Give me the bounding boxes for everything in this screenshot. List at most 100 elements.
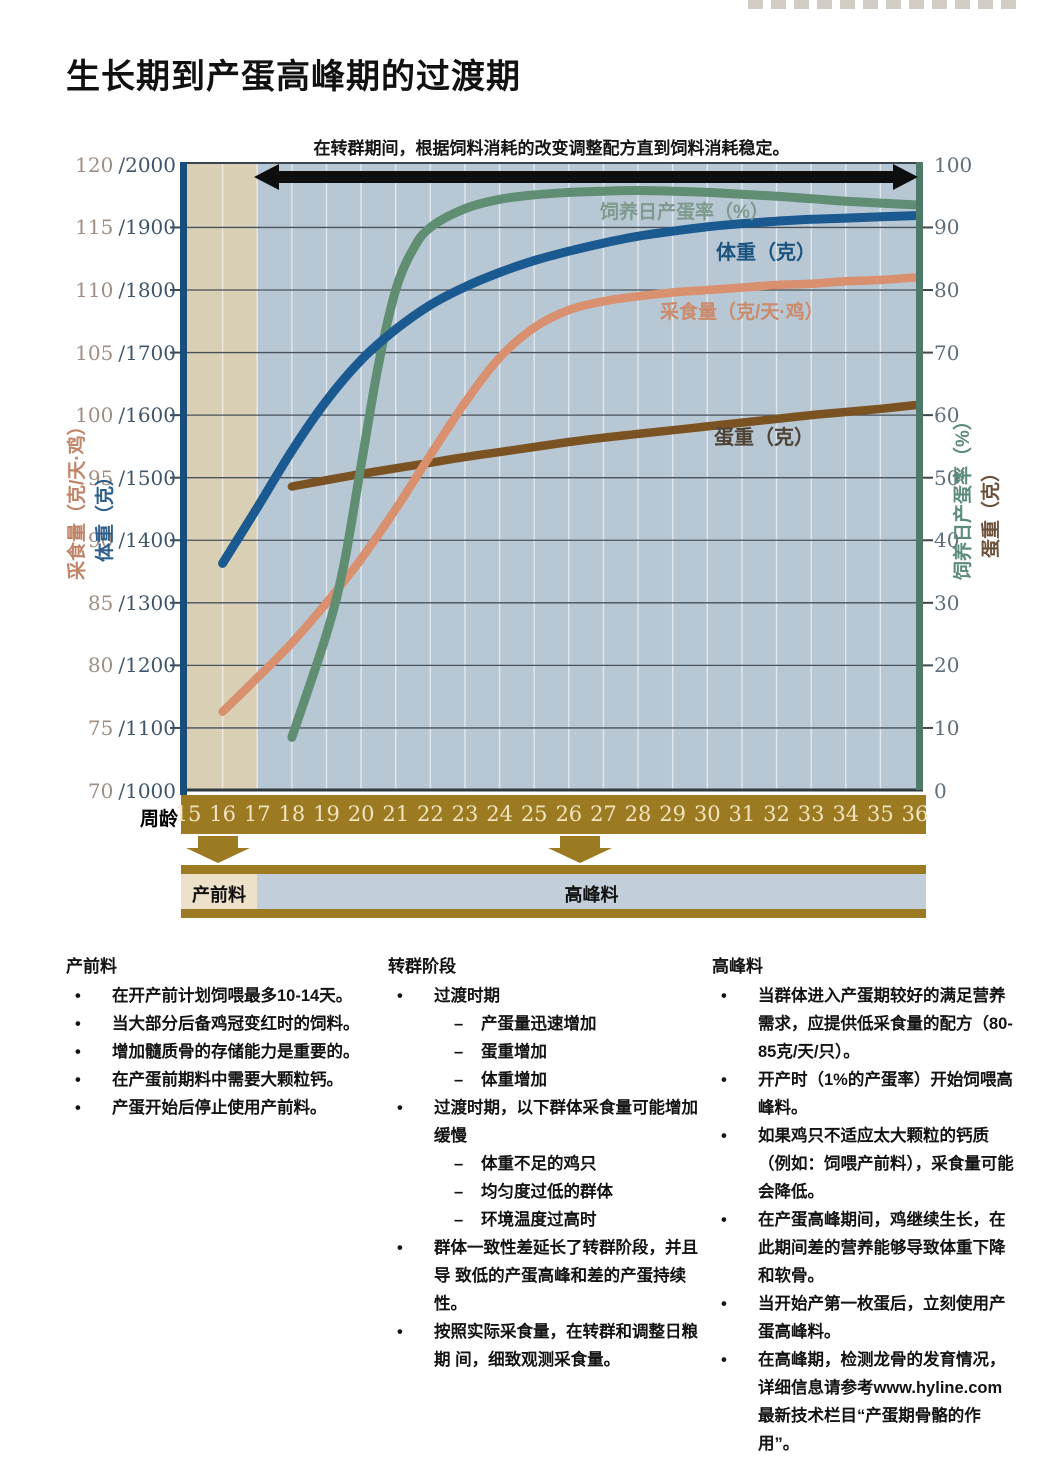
sub-bullet-marker: – (454, 1015, 464, 1033)
bullet-text: 在产蛋高峰期间，鸡继续生长，在 此期间差的营养能够导致体重下降和软骨。 (758, 1211, 1006, 1285)
peak-arrow-icon (560, 836, 600, 848)
bullet-item: • 当开始产第一枚蛋后，立刻使用产蛋高峰料。 (712, 1290, 1016, 1346)
week-number: 36 (901, 802, 929, 826)
right-tick-label: 40 (934, 528, 960, 553)
week-number: 34 (832, 802, 860, 826)
bullet-item: • 过渡时期 (388, 982, 706, 1010)
sub-bullet-marker: – (454, 1183, 464, 1201)
right-axis-label-production: 饲养日产蛋率（%） (953, 411, 974, 580)
bullet-marker: • (75, 1043, 81, 1061)
cropped-header-text (748, 0, 1016, 9)
sub-bullet-item: – 体重不足的鸡只 (388, 1150, 706, 1178)
bullet-text: 在高峰期，检测龙骨的发育情况，详细信息请参考www.hyline.com最新技术… (758, 1351, 1006, 1453)
week-number: 29 (659, 802, 687, 826)
sub-bullet-marker: – (454, 1071, 464, 1089)
bullet-item: • 在产蛋高峰期间，鸡继续生长，在 此期间差的营养能够导致体重下降和软骨。 (712, 1206, 1016, 1290)
week-number: 16 (209, 802, 236, 826)
bullet-marker: • (397, 1323, 403, 1341)
week-number: 17 (243, 802, 271, 826)
arrowhead-right-icon (893, 164, 918, 190)
sub-bullet-text: 蛋重增加 (481, 1043, 547, 1061)
bullet-marker: • (721, 1351, 727, 1369)
week-number: 22 (416, 802, 444, 826)
right-tick-label: 0 (934, 778, 947, 803)
bullet-item: • 在开产前计划饲喂最多10-14天。 (66, 982, 368, 1010)
sub-bullet-marker: – (454, 1155, 464, 1173)
bullet-item: • 如果鸡只不适应太大颗粒的钙质（例如：饲喂产前料），采食量可能会降低。 (712, 1122, 1016, 1206)
sub-bullet-item: – 环境温度过高时 (388, 1206, 706, 1234)
right-tick-label: 60 (934, 403, 960, 428)
week-number: 26 (555, 802, 583, 826)
sub-bullet-marker: – (454, 1043, 464, 1061)
feed-bar-top-border (181, 865, 926, 874)
left-axis-label-body-weight: 体重（克） (95, 466, 116, 562)
week-number: 27 (590, 802, 617, 826)
curve-label-egg-weight: 蛋重（克） (714, 427, 814, 449)
bullet-marker: • (75, 987, 81, 1005)
bullet-marker: • (721, 987, 727, 1005)
bullet-marker: • (75, 1015, 81, 1033)
bullet-item: • 当大部分后备鸡冠变红时的饲料。 (66, 1010, 368, 1038)
week-number: 33 (797, 802, 825, 826)
bullet-text: 过渡时期，以下群体采食量可能增加 缓慢 (434, 1099, 698, 1145)
notes-column-prelay: 产前料 • 在开产前计划饲喂最多10-14天。 • 当大部分后备鸡冠变红时的饲料。 • 增加… (66, 952, 368, 1122)
sub-bullet-item: – 蛋重增加 (388, 1038, 706, 1066)
right-tick-label: 80 (934, 278, 960, 303)
sub-bullet-text: 产蛋量迅速增加 (481, 1015, 597, 1033)
column-title: 产前料 (66, 957, 117, 976)
right-tick-label: 90 (934, 215, 960, 240)
transition-range-arrow (276, 171, 898, 183)
peak-arrowhead-icon (548, 848, 612, 863)
sub-bullet-item: – 体重增加 (388, 1066, 706, 1094)
right-tick-label: 50 (934, 465, 960, 490)
bullet-item: • 增加髓质骨的存储能力是重要的。 (66, 1038, 368, 1066)
sub-bullet-item: – 产蛋量迅速增加 (388, 1010, 706, 1038)
curve-label-feed-intake: 采食量（克/天·鸡） (660, 302, 824, 323)
bullet-text: 开产时（1%的产蛋率）开始饲喂高峰料。 (758, 1071, 1013, 1117)
week-number: 15 (174, 802, 202, 826)
week-number: 18 (278, 802, 306, 826)
left-tick-label: 115/1900 (75, 215, 176, 240)
sub-bullet-text: 体重不足的鸡只 (481, 1155, 597, 1173)
bullet-item: • 群体一致性差延长了转群阶段，并且导 致低的产蛋高峰和差的产蛋持续性。 (388, 1234, 706, 1318)
bullet-text: 增加髓质骨的存储能力是重要的。 (112, 1043, 360, 1061)
bullet-text: 当开始产第一枚蛋后，立刻使用产蛋高峰料。 (758, 1295, 1006, 1341)
left-tick-label: 90/1400 (87, 528, 176, 553)
prelay-arrow-icon (198, 836, 238, 848)
left-axis-line (180, 162, 187, 795)
prelay-period-band (187, 162, 257, 790)
week-number: 23 (451, 802, 479, 826)
column-title: 转群阶段 (388, 957, 456, 976)
notes-column-transition: 转群阶段 • 过渡时期 – 产蛋量迅速增加 – 蛋重增加 – 体重增加 • 过渡时期，以下群体采食量… (388, 952, 706, 1374)
sub-bullet-text: 环境温度过高时 (481, 1211, 597, 1229)
sub-bullet-marker: – (454, 1211, 464, 1229)
week-number: 35 (867, 802, 894, 826)
bullet-text: 群体一致性差延长了转群阶段，并且导 致低的产蛋高峰和差的产蛋持续性。 (434, 1239, 698, 1313)
right-tick-label: 70 (934, 340, 960, 365)
week-number: 25 (520, 802, 548, 826)
prelay-arrowhead-icon (186, 848, 250, 863)
feed-bar-peak-section (181, 874, 926, 909)
bullet-item: • 开产时（1%的产蛋率）开始饲喂高峰料。 (712, 1066, 1016, 1122)
bullet-marker: • (397, 1099, 403, 1117)
feed-bar-bottom-border (181, 909, 926, 918)
bullet-marker: • (75, 1099, 81, 1117)
left-tick-label: 100/1600 (75, 403, 176, 428)
left-axis-label-feed: 采食量（克/天·鸡） (67, 416, 88, 580)
week-axis-title: 周龄 (139, 809, 178, 830)
bullet-text: 按照实际采食量，在转群和调整日粮期 间，细致观测采食量。 (434, 1323, 698, 1369)
left-tick-label: 75/1100 (87, 715, 176, 740)
sub-bullet-item: – 均匀度过低的群体 (388, 1178, 706, 1206)
right-tick-label: 10 (934, 715, 960, 740)
bullet-item: • 在产蛋前期料中需要大颗粒钙。 (66, 1066, 368, 1094)
curve-label-production: 饲养日产蛋率（%） (600, 202, 769, 223)
feed-bar-prelay-label: 产前料 (192, 885, 246, 906)
bullet-text: 当大部分后备鸡冠变红时的饲料。 (112, 1015, 360, 1033)
bullet-marker: • (397, 987, 403, 1005)
feed-bar-peak-label: 高峰料 (564, 885, 619, 906)
week-number: 30 (693, 802, 721, 826)
bullet-text: 产蛋开始后停止使用产前料。 (112, 1099, 327, 1117)
bullet-item: • 按照实际采食量，在转群和调整日粮期 间，细致观测采食量。 (388, 1318, 706, 1374)
left-tick-label: 85/1300 (87, 590, 176, 615)
arrowhead-left-icon (254, 164, 279, 190)
